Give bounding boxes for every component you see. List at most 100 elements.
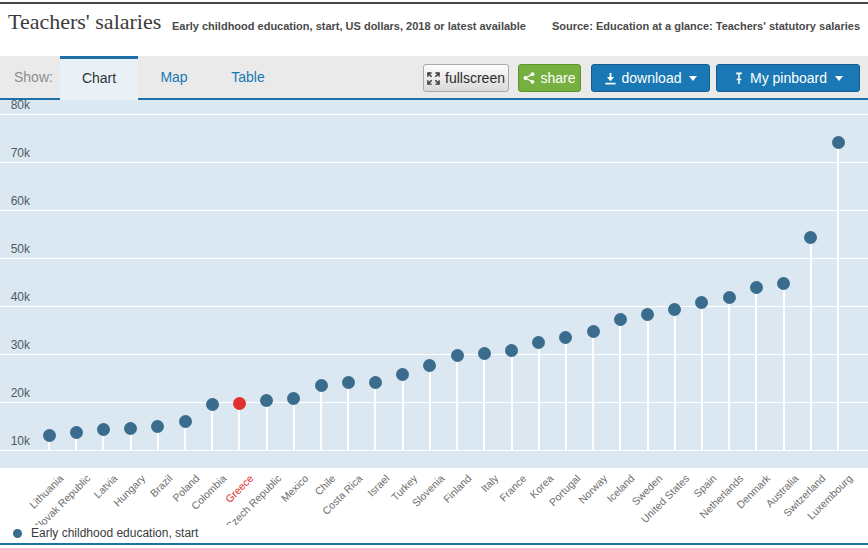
chart-legend: Early childhood education, start (0, 525, 868, 543)
gridline (0, 258, 868, 259)
data-point-united-states[interactable] (668, 303, 681, 316)
data-point-turkey[interactable] (396, 368, 409, 381)
data-point-stem (402, 374, 404, 450)
data-point-stem (483, 354, 485, 450)
y-tick-label: 70k (0, 146, 30, 160)
data-point-lithuania[interactable] (43, 429, 56, 442)
data-point-stem (456, 355, 458, 450)
share-button[interactable]: share (518, 64, 581, 92)
x-label-mexico[interactable]: Mexico (278, 472, 310, 504)
gridline (0, 354, 868, 355)
legend-label: Early childhood education, start (31, 526, 198, 540)
data-point-iceland[interactable] (614, 313, 627, 326)
source-label: Source: Education at a glance: Teachers'… (552, 20, 860, 32)
fullscreen-icon (427, 72, 440, 85)
data-point-luxembourg[interactable] (832, 136, 845, 149)
download-icon (604, 72, 617, 85)
data-point-denmark[interactable] (750, 281, 763, 294)
data-point-korea[interactable] (532, 336, 545, 349)
fullscreen-button[interactable]: fullscreen (423, 64, 509, 92)
data-point-france[interactable] (505, 344, 518, 357)
legend-marker (13, 529, 22, 538)
data-point-stem (429, 365, 431, 450)
data-point-greece[interactable] (233, 397, 246, 410)
y-tick-label: 80k (0, 98, 30, 112)
data-point-chile[interactable] (315, 379, 328, 392)
data-point-stem (538, 342, 540, 450)
data-point-stem (755, 288, 757, 450)
x-label-finland[interactable]: Finland (441, 472, 474, 505)
data-point-costa-rica[interactable] (342, 376, 355, 389)
pin-icon (733, 72, 745, 85)
y-tick-label: 30k (0, 338, 30, 352)
data-point-hungary[interactable] (124, 422, 137, 435)
data-point-stem (619, 320, 621, 450)
data-point-brazil[interactable] (151, 420, 164, 433)
data-point-stem (511, 351, 513, 450)
data-point-sweden[interactable] (641, 308, 654, 321)
data-point-stem (565, 338, 567, 450)
data-point-stem (728, 298, 730, 450)
data-point-switzerland[interactable] (804, 231, 817, 244)
tab-map[interactable]: Map (138, 56, 210, 98)
y-tick-label: 50k (0, 242, 30, 256)
tab-chart[interactable]: Chart (60, 56, 138, 100)
caret-down-icon (835, 76, 843, 81)
gridline (0, 306, 868, 307)
page-title: Teachers' salaries (8, 9, 161, 35)
my-pinboard-button-label: My pinboard (750, 70, 827, 86)
share-button-label: share (540, 70, 575, 86)
data-point-finland[interactable] (451, 349, 464, 362)
data-point-stem (674, 309, 676, 450)
y-tick-label: 20k (0, 386, 30, 400)
data-point-stem (647, 314, 649, 450)
chart-subtitle: Early childhood education, start, US dol… (172, 20, 526, 32)
download-button[interactable]: download (591, 64, 710, 92)
data-point-stem (347, 383, 349, 450)
data-point-slovenia[interactable] (423, 359, 436, 372)
x-label-france[interactable]: France (496, 472, 528, 504)
y-tick-label: 10k (0, 434, 30, 448)
my-pinboard-button[interactable]: My pinboard (716, 64, 860, 92)
data-point-slovak-republic[interactable] (70, 426, 83, 439)
data-point-netherlands[interactable] (723, 291, 736, 304)
y-tick-label: 40k (0, 290, 30, 304)
data-point-israel[interactable] (369, 376, 382, 389)
tab-table[interactable]: Table (210, 56, 286, 98)
y-tick-label: 60k (0, 194, 30, 208)
data-point-stem (701, 302, 703, 450)
gridline (0, 402, 868, 403)
data-point-stem (293, 398, 295, 450)
data-point-poland[interactable] (179, 415, 192, 428)
x-label-italy[interactable]: Italy (479, 472, 501, 494)
show-label: Show: (14, 69, 53, 85)
data-point-stem (320, 385, 322, 450)
caret-down-icon (689, 76, 697, 81)
data-point-stem (810, 238, 812, 450)
data-point-stem (238, 404, 240, 450)
data-point-italy[interactable] (478, 347, 491, 360)
data-point-stem (266, 401, 268, 450)
data-point-latvia[interactable] (97, 423, 110, 436)
gridline (0, 114, 868, 115)
data-point-colombia[interactable] (206, 398, 219, 411)
data-point-norway[interactable] (587, 325, 600, 338)
data-point-czech-republic[interactable] (260, 394, 273, 407)
download-button-label: download (622, 70, 682, 86)
data-point-mexico[interactable] (287, 392, 300, 405)
oecd-chart-widget: Teachers' salaries Early childhood educa… (0, 0, 868, 548)
data-point-stem (374, 382, 376, 450)
data-point-stem (783, 284, 785, 450)
gridline (0, 162, 868, 163)
x-label-norway[interactable]: Norway (576, 472, 610, 506)
top-divider (0, 2, 868, 4)
share-icon (523, 72, 535, 84)
data-point-portugal[interactable] (559, 331, 572, 344)
data-point-stem (592, 332, 594, 450)
x-axis-labels: LithuaniaSlovak RepublicLatviaHungaryBra… (0, 468, 868, 520)
data-point-australia[interactable] (777, 277, 790, 290)
data-point-stem (211, 404, 213, 450)
toolbar: Show: Chart Map Table fullscreen share (0, 56, 868, 100)
gridline (0, 450, 868, 451)
data-point-stem (837, 143, 839, 450)
